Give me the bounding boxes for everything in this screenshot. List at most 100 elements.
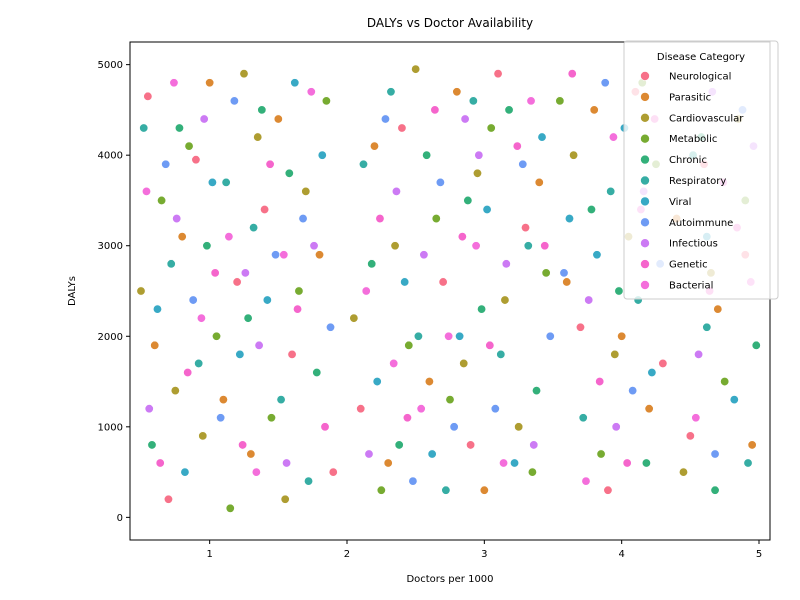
data-point xyxy=(358,159,368,169)
data-point xyxy=(224,232,234,242)
data-point xyxy=(596,449,606,459)
data-point xyxy=(198,431,208,441)
data-point xyxy=(404,340,414,350)
data-point xyxy=(380,114,390,124)
y-tick-label: 4000 xyxy=(98,151,123,162)
data-point xyxy=(413,331,423,341)
data-point xyxy=(685,431,695,441)
legend-marker xyxy=(640,280,650,290)
data-point xyxy=(460,114,470,124)
data-point xyxy=(271,250,281,260)
data-point xyxy=(617,331,627,341)
data-point xyxy=(389,358,399,368)
data-point xyxy=(284,168,294,178)
data-point xyxy=(166,259,176,269)
data-point xyxy=(232,277,242,287)
data-point xyxy=(564,214,574,224)
data-point xyxy=(611,422,621,432)
data-point xyxy=(496,349,506,359)
data-point xyxy=(562,277,572,287)
data-point xyxy=(253,132,263,142)
data-point xyxy=(678,467,688,477)
data-point xyxy=(235,349,245,359)
data-point xyxy=(578,413,588,423)
data-point xyxy=(282,458,292,468)
data-point xyxy=(280,494,290,504)
data-point xyxy=(194,358,204,368)
data-point xyxy=(408,476,418,486)
legend-label: Parasitic xyxy=(669,92,711,103)
data-point xyxy=(545,331,555,341)
data-point xyxy=(610,349,620,359)
data-point xyxy=(225,503,235,513)
data-point xyxy=(312,367,322,377)
data-point xyxy=(644,404,654,414)
data-point xyxy=(315,250,325,260)
data-point xyxy=(246,449,256,459)
data-point xyxy=(184,141,194,151)
data-point xyxy=(499,458,509,468)
data-point xyxy=(254,340,264,350)
data-point xyxy=(207,177,217,187)
data-point xyxy=(170,386,180,396)
data-point xyxy=(438,277,448,287)
data-point xyxy=(157,195,167,205)
x-axis-label: Doctors per 1000 xyxy=(406,574,493,585)
data-point xyxy=(298,214,308,224)
data-point xyxy=(614,286,624,296)
data-point xyxy=(589,105,599,115)
data-point xyxy=(729,395,739,405)
legend-label: Bacterial xyxy=(669,281,713,292)
data-point xyxy=(435,177,445,187)
legend-marker xyxy=(640,259,650,269)
data-point xyxy=(152,304,162,314)
data-point xyxy=(411,64,421,74)
data-point xyxy=(402,413,412,423)
data-point xyxy=(239,69,249,79)
data-point xyxy=(391,186,401,196)
data-point xyxy=(141,186,151,196)
data-point xyxy=(474,150,484,160)
data-point xyxy=(431,214,441,224)
data-point xyxy=(212,331,222,341)
legend-marker xyxy=(640,113,650,123)
data-point xyxy=(260,205,270,215)
data-point xyxy=(628,386,638,396)
data-point xyxy=(364,449,374,459)
data-point xyxy=(472,168,482,178)
data-point xyxy=(482,205,492,215)
data-point xyxy=(466,440,476,450)
y-axis: 0 1000 2000 3000 4000 5000 xyxy=(98,60,130,524)
data-point xyxy=(555,96,565,106)
data-point xyxy=(518,159,528,169)
data-point xyxy=(397,123,407,133)
data-point xyxy=(541,268,551,278)
data-point xyxy=(390,241,400,251)
data-point xyxy=(608,132,618,142)
y-tick-label: 2000 xyxy=(98,332,123,343)
data-point xyxy=(713,304,723,314)
data-point xyxy=(501,259,511,269)
data-point xyxy=(251,467,261,477)
data-point xyxy=(751,340,761,350)
data-point xyxy=(367,259,377,269)
data-point xyxy=(328,467,338,477)
data-point xyxy=(702,322,712,332)
data-point xyxy=(147,440,157,450)
data-point xyxy=(490,404,500,414)
data-point xyxy=(527,467,537,477)
data-point xyxy=(249,223,259,233)
data-point xyxy=(606,186,616,196)
legend-label: Infectious xyxy=(669,239,718,250)
legend-marker xyxy=(640,133,650,144)
data-point xyxy=(457,232,467,242)
data-point xyxy=(471,241,481,251)
data-point xyxy=(161,159,171,169)
legend-marker xyxy=(640,217,650,228)
data-point xyxy=(532,386,542,396)
data-point xyxy=(720,377,730,387)
data-point xyxy=(177,232,187,242)
y-tick-label: 1000 xyxy=(98,422,123,433)
data-point xyxy=(444,331,454,341)
